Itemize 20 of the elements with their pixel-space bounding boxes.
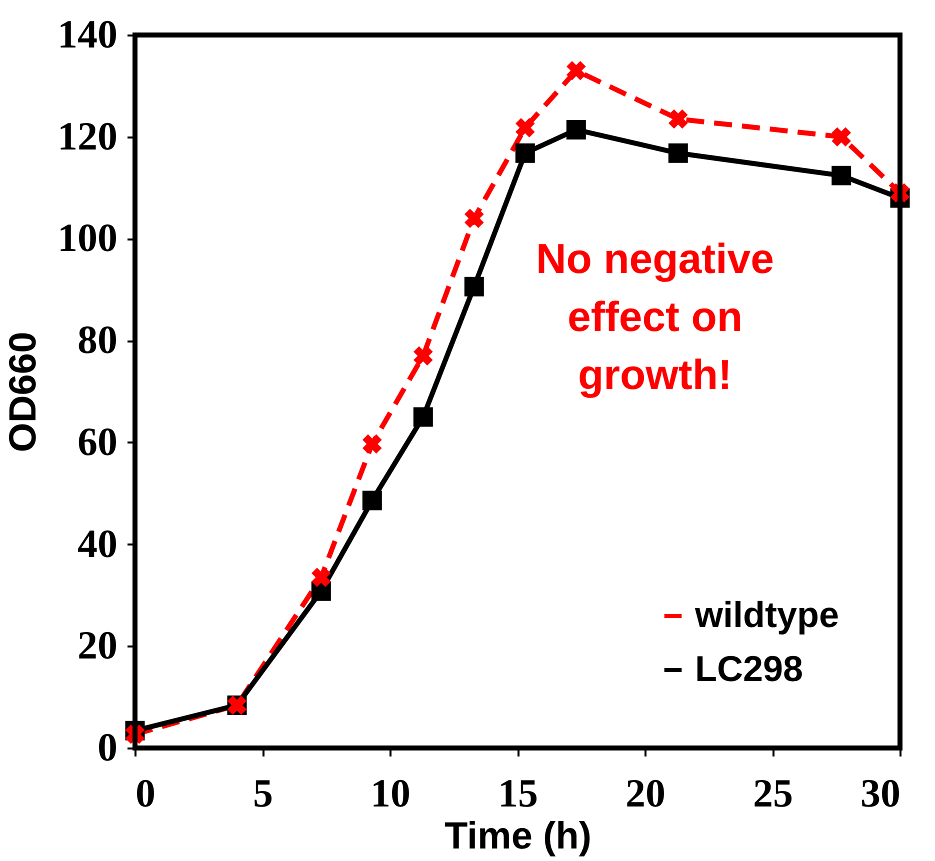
legend-label: LC298 — [695, 648, 804, 689]
y-tick-label: 60 — [78, 418, 118, 464]
y-tick-label: 20 — [78, 622, 118, 668]
annotation: No negative effect on growth! — [536, 235, 774, 398]
y-tick-label: 0 — [98, 724, 118, 770]
x-tick-label: 10 — [370, 770, 410, 816]
legend-label: wildtype — [694, 594, 840, 635]
x-axis-title: Time (h) — [444, 816, 592, 858]
y-tick-label: 80 — [78, 317, 118, 362]
y-axis-title: OD660 — [2, 332, 44, 452]
y-tick-label: 120 — [58, 113, 118, 158]
x-tick-label: 30 — [860, 770, 900, 816]
x-tick-label: 25 — [753, 770, 793, 816]
y-tick-label: 40 — [78, 520, 118, 566]
x-tick-label: 0 — [136, 770, 156, 816]
y-tick-label: 100 — [58, 215, 118, 260]
y-tick-label: 140 — [58, 12, 118, 56]
x-tick-label: 5 — [253, 770, 273, 816]
x-tick-label: 15 — [498, 770, 538, 816]
x-tick-label: 20 — [626, 770, 666, 816]
